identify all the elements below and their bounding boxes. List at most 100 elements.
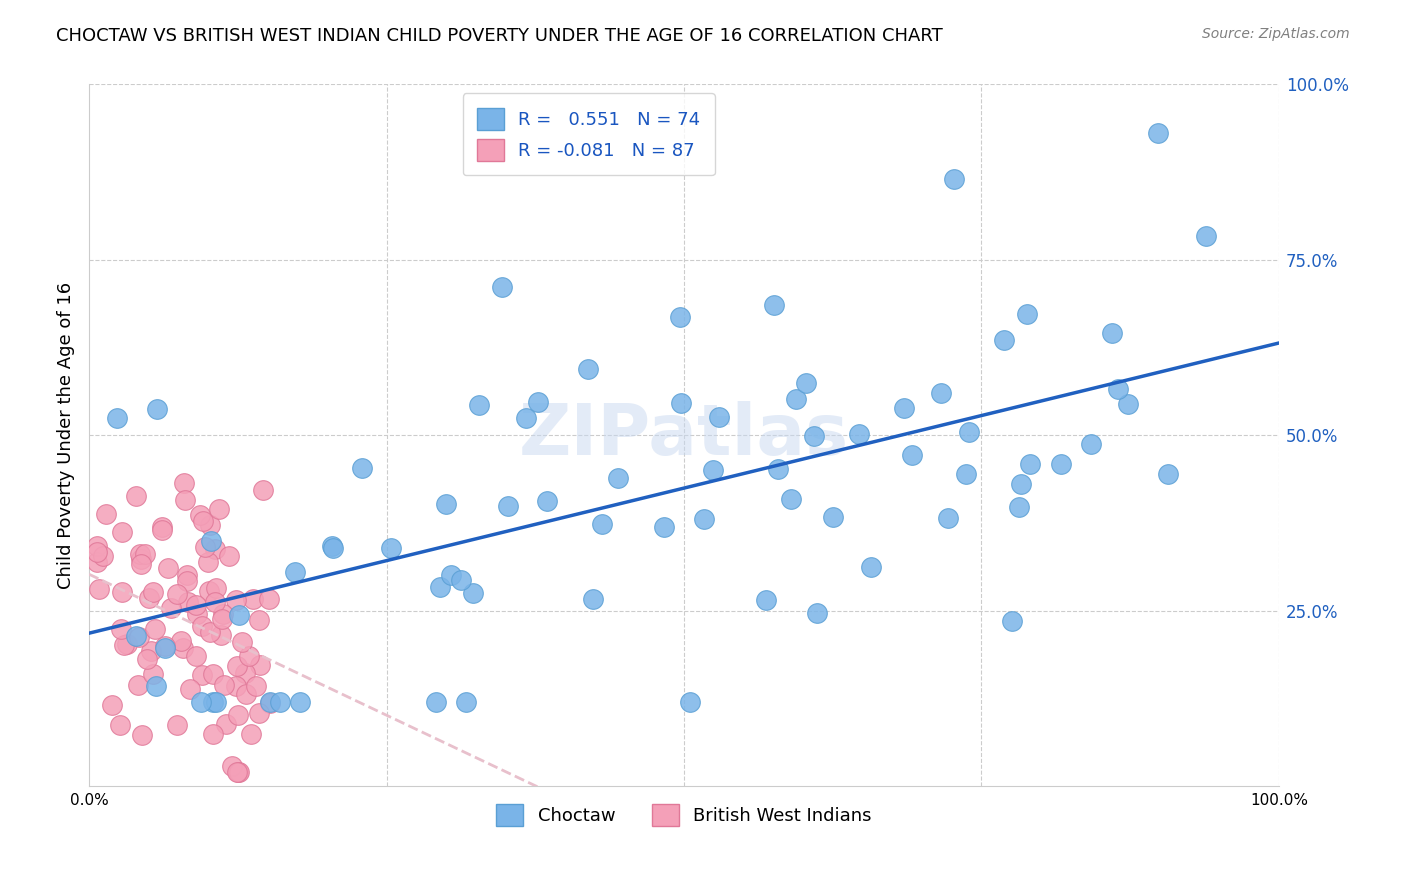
Point xyxy=(129,547,152,561)
Point xyxy=(218,549,240,563)
Point xyxy=(943,171,966,186)
Point xyxy=(491,280,513,294)
Point xyxy=(166,718,188,732)
Point xyxy=(702,463,724,477)
Point xyxy=(204,542,226,557)
Point xyxy=(226,658,249,673)
Point xyxy=(233,666,256,681)
Point xyxy=(212,678,235,692)
Point xyxy=(96,507,118,521)
Point xyxy=(228,765,250,780)
Point xyxy=(225,592,247,607)
Point xyxy=(993,333,1015,347)
Point xyxy=(145,622,167,636)
Point xyxy=(238,649,260,664)
Point xyxy=(259,696,281,710)
Point xyxy=(468,397,491,411)
Point xyxy=(955,467,977,481)
Point xyxy=(110,524,132,539)
Point xyxy=(191,619,214,633)
Point xyxy=(205,695,228,709)
Point xyxy=(226,708,249,723)
Point xyxy=(193,514,215,528)
Point xyxy=(259,695,281,709)
Point xyxy=(204,595,226,609)
Point xyxy=(668,310,690,324)
Point xyxy=(860,560,883,574)
Point xyxy=(198,584,221,599)
Point xyxy=(127,678,149,692)
Point xyxy=(215,716,238,731)
Point xyxy=(190,695,212,709)
Point xyxy=(461,586,484,600)
Point xyxy=(242,591,264,606)
Point xyxy=(125,629,148,643)
Point xyxy=(172,640,194,655)
Point xyxy=(1101,326,1123,340)
Point xyxy=(179,682,201,697)
Point xyxy=(135,651,157,665)
Point xyxy=(198,518,221,533)
Point xyxy=(496,499,519,513)
Point xyxy=(434,497,457,511)
Point xyxy=(131,728,153,742)
Point xyxy=(794,376,817,390)
Point xyxy=(931,385,953,400)
Point xyxy=(177,595,200,609)
Point xyxy=(245,679,267,693)
Point xyxy=(153,639,176,653)
Point xyxy=(284,565,307,579)
Point xyxy=(228,607,250,622)
Point xyxy=(129,552,152,566)
Point xyxy=(582,592,605,607)
Point xyxy=(194,540,217,554)
Point xyxy=(957,425,980,439)
Point xyxy=(201,695,224,709)
Point xyxy=(212,607,235,621)
Point xyxy=(1001,614,1024,628)
Point xyxy=(806,606,828,620)
Point xyxy=(527,395,550,409)
Point xyxy=(190,667,212,681)
Point xyxy=(221,759,243,773)
Point xyxy=(139,644,162,658)
Point xyxy=(288,695,311,709)
Point xyxy=(225,679,247,693)
Point xyxy=(1157,467,1180,482)
Point xyxy=(173,475,195,490)
Point xyxy=(257,592,280,607)
Point xyxy=(112,639,135,653)
Point xyxy=(235,687,257,701)
Point xyxy=(936,510,959,524)
Point xyxy=(115,637,138,651)
Point xyxy=(785,392,807,406)
Point xyxy=(129,558,152,572)
Point xyxy=(108,717,131,731)
Point xyxy=(110,585,132,599)
Point xyxy=(679,695,702,709)
Point xyxy=(159,601,181,615)
Point xyxy=(654,519,676,533)
Point xyxy=(101,698,124,712)
Point xyxy=(803,429,825,443)
Point xyxy=(247,706,270,720)
Point xyxy=(186,607,208,622)
Point xyxy=(240,727,263,741)
Point xyxy=(606,471,628,485)
Point xyxy=(848,427,870,442)
Point xyxy=(693,512,716,526)
Point xyxy=(176,568,198,582)
Point xyxy=(766,462,789,476)
Point xyxy=(202,667,225,681)
Point xyxy=(380,541,402,555)
Point xyxy=(821,509,844,524)
Point xyxy=(184,648,207,663)
Point xyxy=(197,555,219,569)
Point xyxy=(205,581,228,595)
Point xyxy=(762,298,785,312)
Point xyxy=(440,568,463,582)
Point xyxy=(145,679,167,693)
Point xyxy=(226,765,249,780)
Point xyxy=(1018,457,1040,471)
Point xyxy=(91,549,114,563)
